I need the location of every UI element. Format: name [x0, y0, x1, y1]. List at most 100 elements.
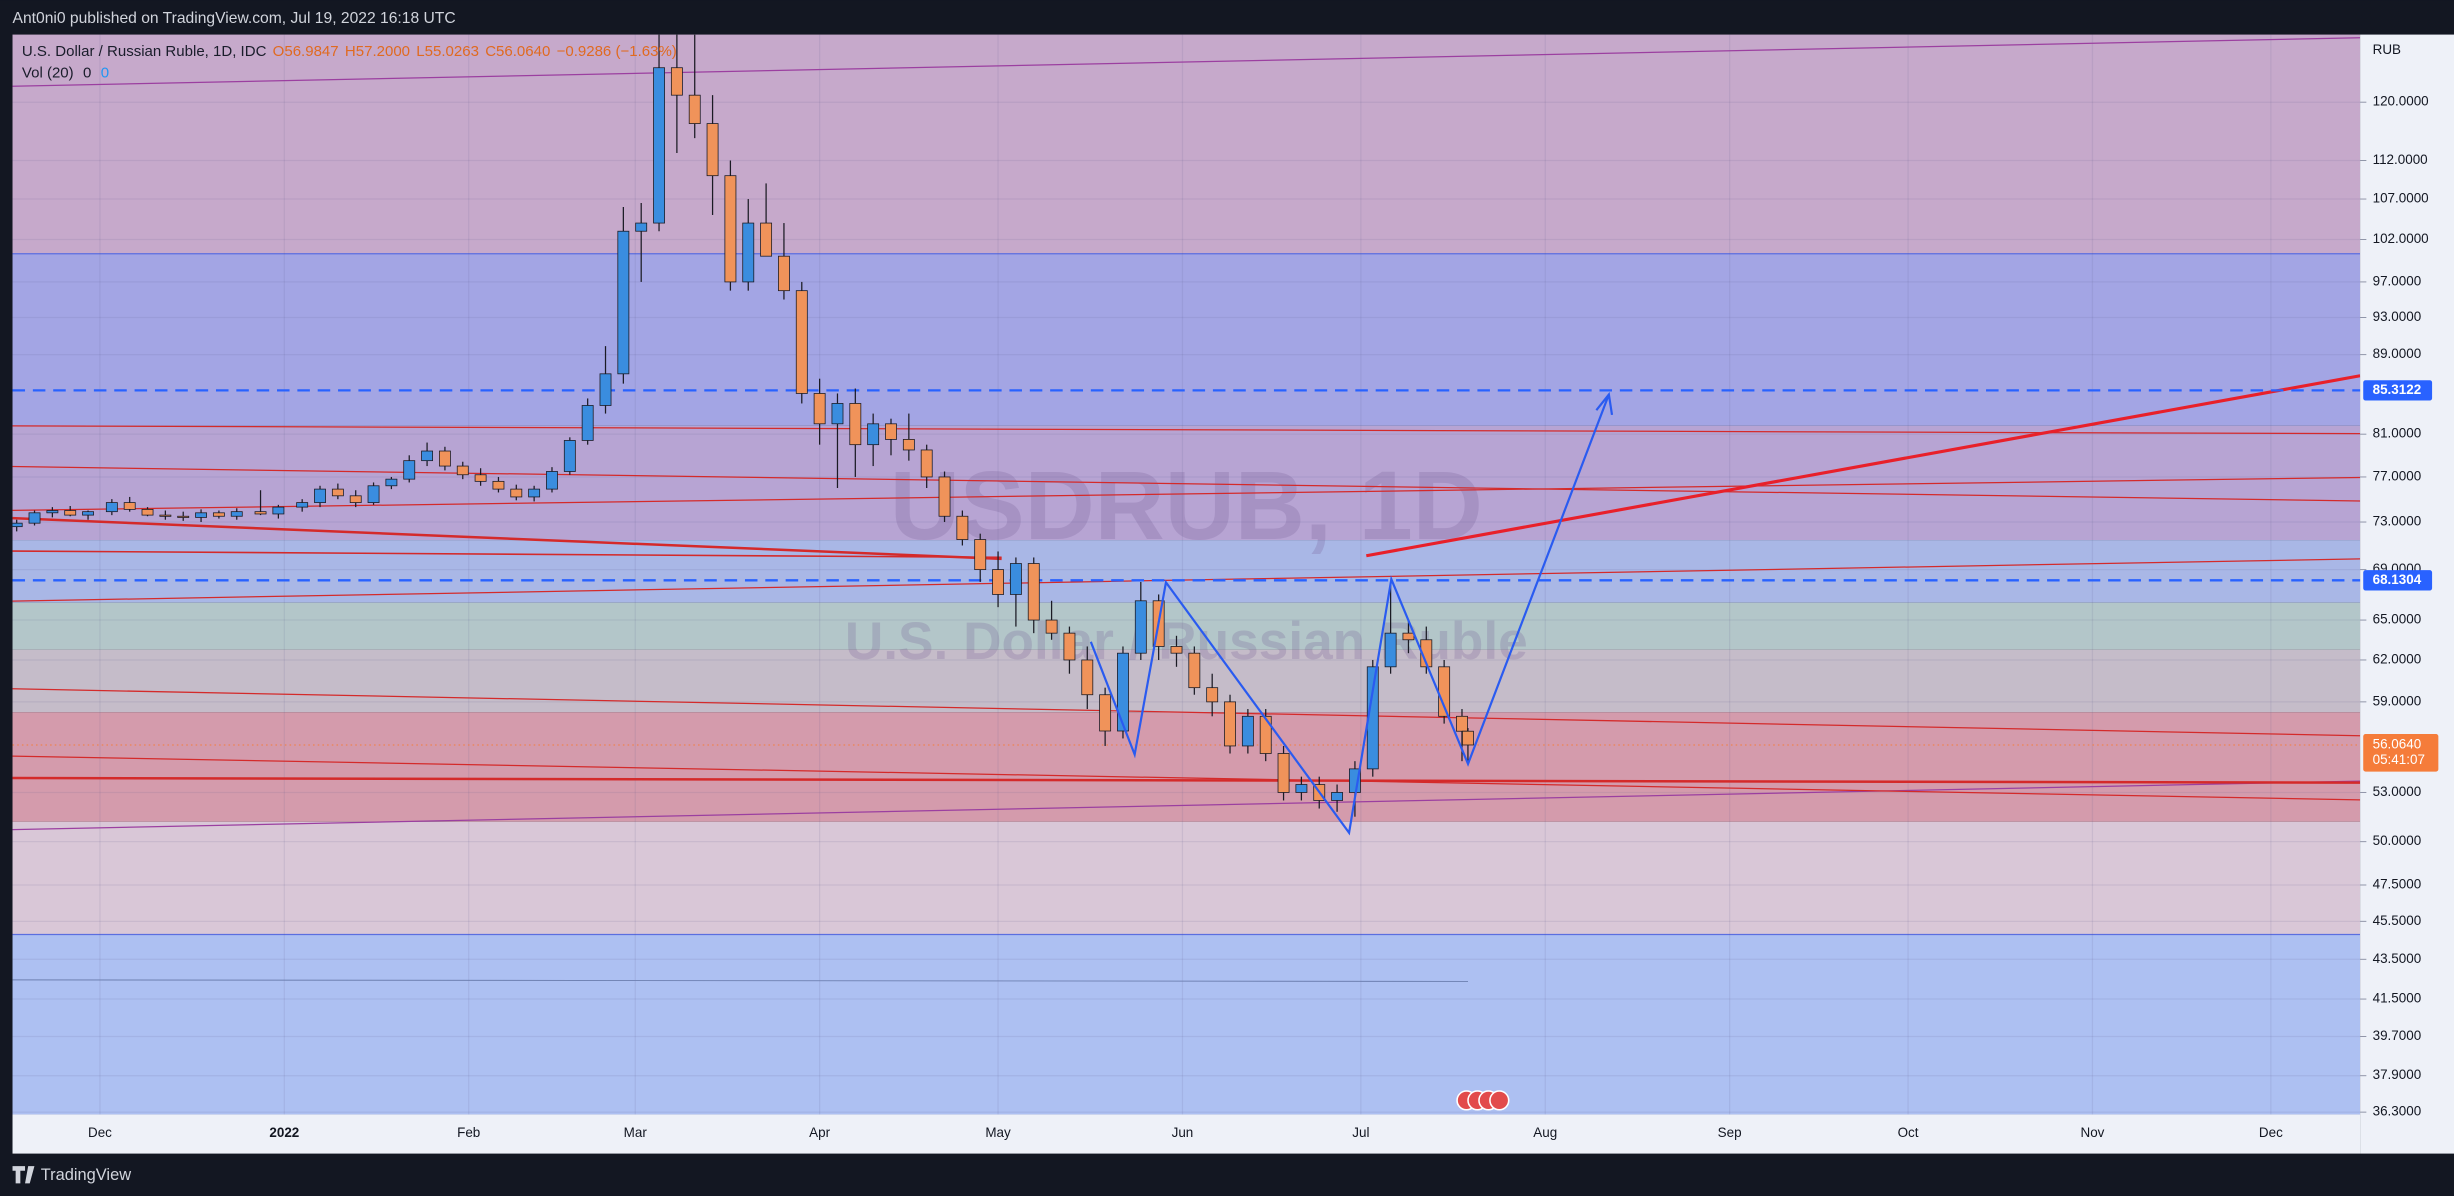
candle-body: [12, 522, 23, 528]
zone: [12, 821, 2361, 935]
trend-line: [12, 516, 1002, 561]
candle-body: [82, 511, 94, 516]
candle-body: [314, 488, 326, 503]
x-tick-label: Feb: [457, 1125, 480, 1140]
symbol-legend: U.S. Dollar / Russian Ruble, 1D, IDC O56.…: [22, 43, 677, 60]
candle-body: [438, 450, 451, 467]
indicator-value: 0: [83, 65, 91, 82]
zones: [12, 34, 2454, 1154]
ohlc-open: O56.9847: [273, 43, 339, 60]
candle-body: [724, 175, 737, 283]
pattern: [1089, 391, 1614, 1111]
candle-body: [64, 510, 77, 516]
candle-body: [1170, 646, 1183, 654]
candle-body: [254, 511, 267, 515]
event-icon: [1489, 1090, 1510, 1111]
candle-body: [1027, 563, 1040, 621]
watermark-name: U.S. Dollar / Russian Ruble: [845, 612, 1528, 671]
y-tick-label: 53.0000: [2373, 784, 2422, 799]
footer: TradingView: [12, 1166, 132, 1184]
x-tick-label: Jul: [1352, 1125, 1369, 1140]
change: −0.9286 (−1.63%): [557, 43, 677, 60]
y-tick-label: 41.5000: [2373, 991, 2422, 1006]
trend-line: [12, 979, 1469, 982]
candle-body: [123, 502, 136, 510]
candle-body: [177, 515, 190, 518]
zone: [12, 540, 2361, 603]
candle-body: [1402, 632, 1415, 641]
zone: [12, 649, 2361, 713]
watermark-symbol: USDRUB, 1D: [890, 451, 1483, 560]
zone: [12, 712, 2361, 822]
candle-body: [1134, 600, 1147, 654]
x-tick-label: Dec: [88, 1125, 112, 1140]
x-tick-label: Sep: [1718, 1125, 1742, 1140]
candle-body: [1063, 632, 1076, 661]
last-price-badge: [2363, 734, 2439, 772]
candle-body: [706, 123, 719, 177]
candle-body: [938, 476, 951, 517]
trend-line: [12, 776, 2361, 784]
x-tick-label: Apr: [809, 1125, 830, 1140]
y-tick-label: 50.0000: [2373, 833, 2422, 848]
ohlc-low: L55.0263: [416, 43, 479, 60]
y-tick-label: 65.0000: [2373, 612, 2422, 627]
volume-legend: Vol (20) 0 0: [22, 65, 109, 82]
candle-body: [581, 405, 594, 441]
candle-body: [1456, 715, 1468, 732]
ohlc-close: C56.0640: [485, 43, 550, 60]
candle-body: [1331, 792, 1344, 801]
publisher: Ant0ni0 published on TradingView.com, Ju…: [13, 10, 456, 27]
brand: TradingView: [41, 1166, 132, 1184]
last-price-label: 56.0640: [2373, 737, 2422, 752]
ohlc-high: H57.2000: [345, 43, 410, 60]
candle-body: [474, 474, 487, 482]
candle-body: [1462, 730, 1474, 746]
candle-body: [1277, 753, 1290, 793]
candle-body: [528, 488, 541, 498]
x-tick-label: Jun: [1172, 1125, 1194, 1140]
candle-body: [599, 373, 612, 406]
candle-body: [902, 439, 915, 451]
y-tick-label: 62.0000: [2373, 652, 2422, 667]
candles: [12, 34, 1474, 817]
candle-body: [778, 255, 790, 292]
y-tick-label: 73.0000: [2373, 514, 2422, 529]
currency: RUB: [2373, 42, 2401, 57]
y-tick-label: 81.0000: [2373, 426, 2422, 441]
y-tick-label: 89.0000: [2373, 346, 2422, 361]
candle-body: [212, 512, 225, 517]
arrow-head: [1595, 391, 1614, 416]
candle-body: [688, 94, 701, 124]
candle-body: [1295, 784, 1308, 793]
trend-line: [12, 755, 2361, 801]
logo: [12, 1166, 35, 1184]
candle-body: [670, 67, 683, 96]
level-badge: [2363, 570, 2433, 591]
trend-line: [12, 550, 1002, 559]
y-tick-label: 77.0000: [2373, 469, 2422, 484]
watermark: USDRUB, 1D U.S. Dollar / Russian Ruble: [845, 451, 1528, 671]
candle-body: [760, 222, 773, 257]
candle-body: [296, 502, 309, 508]
candle-body: [367, 485, 380, 503]
symbol: U.S. Dollar / Russian Ruble, 1D, IDC: [22, 43, 267, 60]
zone: [12, 253, 2361, 426]
candle-body: [403, 460, 416, 480]
trend-line: [12, 780, 2361, 831]
candle-body: [956, 515, 969, 540]
candle-body: [230, 511, 243, 517]
candle-body: [653, 67, 665, 224]
y-tick-label: 39.7000: [2373, 1028, 2422, 1043]
candle-body: [272, 506, 285, 515]
y-tick-label: 93.0000: [2373, 309, 2422, 324]
candle-body: [1009, 563, 1022, 595]
candle-body: [46, 510, 59, 514]
y-tick-label: 43.5000: [2373, 951, 2422, 966]
indicator: Vol (20): [22, 65, 74, 82]
candle-body: [331, 488, 344, 497]
event-icons: [1456, 1090, 1510, 1111]
candle-body: [992, 569, 1004, 595]
zone: [12, 934, 2361, 1115]
